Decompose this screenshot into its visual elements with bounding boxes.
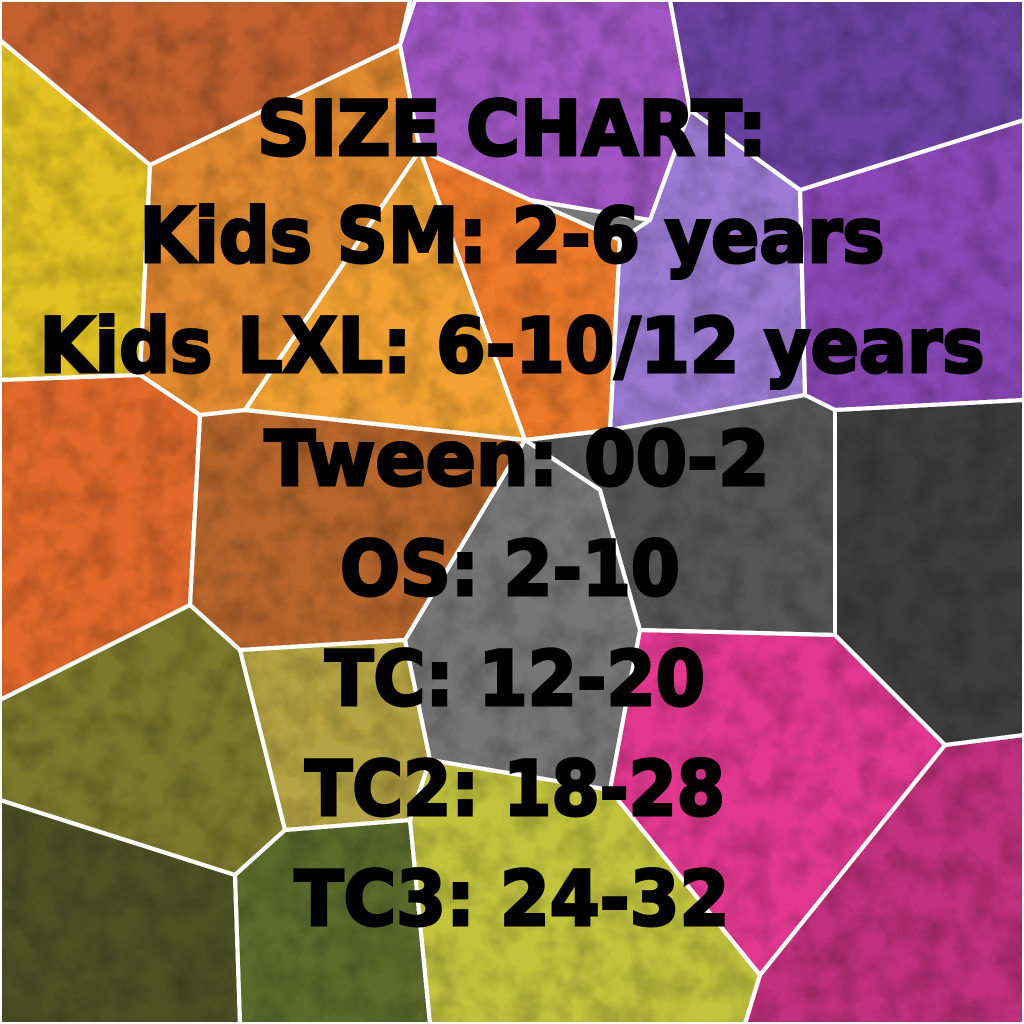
size-line-tween: Tween: 00-2 <box>265 414 770 503</box>
mosaic-cell-texture <box>400 0 690 220</box>
mosaic-cell-texture <box>610 630 945 975</box>
mosaic-cell-texture <box>0 800 240 1024</box>
chart-title: SIZE CHART: <box>257 84 767 173</box>
mosaic-cell-texture <box>245 150 525 440</box>
mosaic-cell-texture <box>0 40 150 380</box>
mosaic-cell-texture <box>610 110 805 430</box>
mosaic-cell-texture <box>800 120 1024 410</box>
mosaic-cell-border <box>743 733 1024 1024</box>
mosaic-cell-texture <box>190 410 525 650</box>
mosaic-cell-texture <box>240 640 430 830</box>
mosaic-cell-border <box>0 798 242 1024</box>
size-line-os: OS: 2-10 <box>340 524 680 613</box>
size-line-tc2: TC2: 18-28 <box>305 744 725 833</box>
mosaic-cell-texture <box>835 400 1024 745</box>
mosaic-cell-texture <box>0 605 285 875</box>
mosaic-cell-texture <box>525 395 835 635</box>
mosaic-cell-texture <box>410 760 760 1024</box>
size-line-kids-lxl: Kids LXL: 6-10/12 years <box>40 301 985 390</box>
size-line-tc: TC: 12-20 <box>325 634 705 723</box>
mosaic-cell-texture <box>670 0 1024 190</box>
mosaic-cell-texture <box>405 440 640 790</box>
mosaic-cell-texture <box>0 375 200 700</box>
mosaic-cell-texture <box>745 735 1024 1024</box>
mosaic-cell-texture <box>235 820 430 1024</box>
size-line-kids-sm: Kids SM: 2-6 years <box>140 191 885 280</box>
mosaic-cell-texture <box>420 150 620 440</box>
size-line-tc3: TC3: 24-32 <box>295 854 730 943</box>
